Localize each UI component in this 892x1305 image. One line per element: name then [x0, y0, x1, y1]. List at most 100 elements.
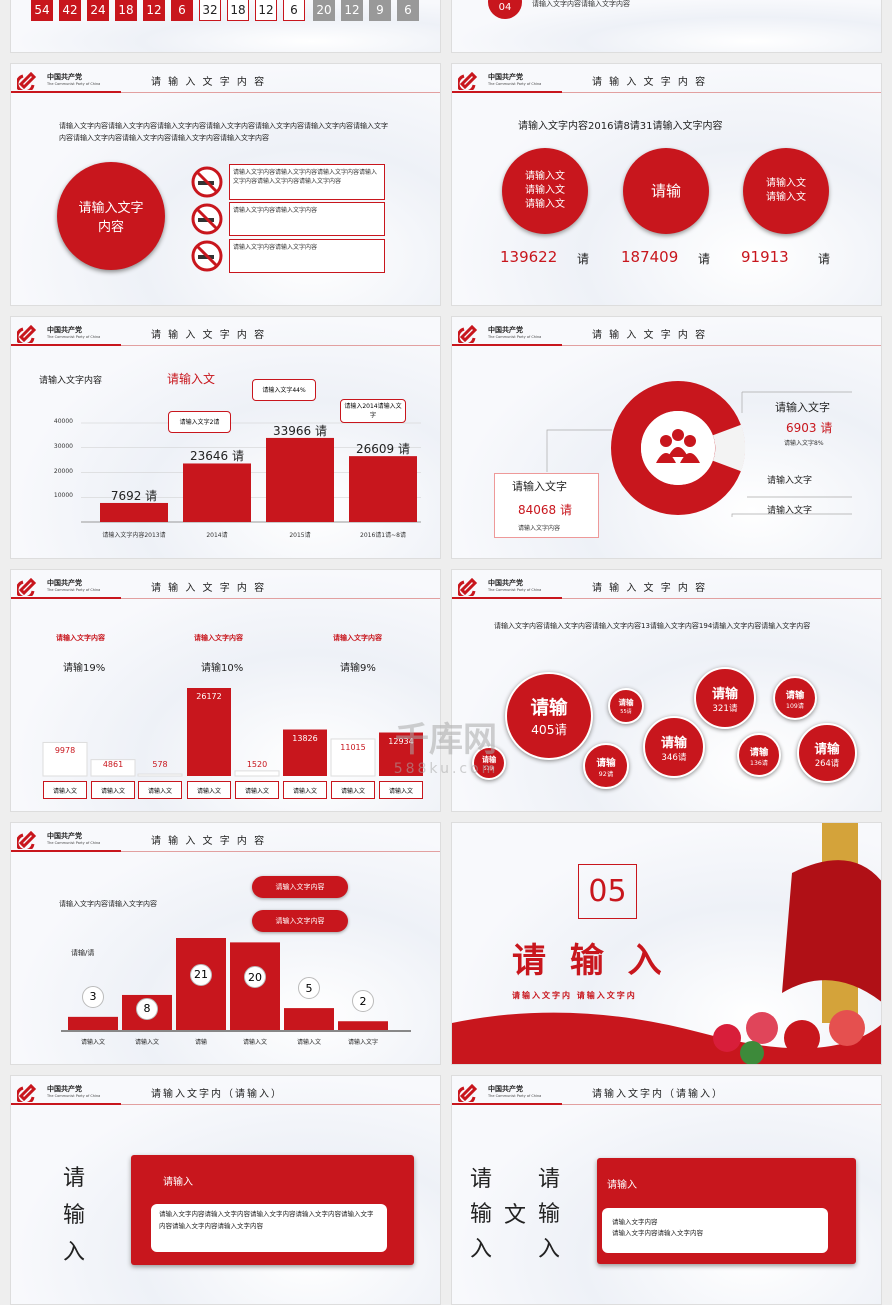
- callout: 请输入文字2请: [168, 411, 231, 433]
- bar-value: 12934: [388, 736, 414, 746]
- flower: [740, 1041, 764, 1064]
- bar-label: 请输: [194, 1039, 207, 1046]
- no-smoking-icon: [191, 166, 223, 198]
- logo-shape: [458, 577, 478, 596]
- party-logo: [17, 830, 37, 849]
- text: 请输入文字内容请输入文字内容: [59, 900, 157, 908]
- stat-unit: 请: [577, 252, 590, 266]
- number-cell: 6: [283, 0, 305, 21]
- connector: [741, 391, 852, 413]
- header-line-accent: [452, 344, 562, 346]
- bar-value: 4861: [102, 760, 124, 769]
- box-line: 请输入文字内容请输入文字内容: [612, 1229, 703, 1237]
- org-name-en: The Communist Party of China: [47, 588, 101, 592]
- icon-slash: [195, 244, 219, 268]
- slide-title: 请 输 入 文 字 内 容: [151, 583, 267, 594]
- right-note: 请输入文字8%: [784, 440, 824, 447]
- header-line: [11, 598, 440, 599]
- slide: 中国共产党 The Communist Party of China 请输入文字内（…: [451, 1075, 882, 1305]
- icon-slash: [195, 207, 219, 231]
- vertical-text: 请输入: [538, 1167, 561, 1262]
- header-line-accent: [11, 850, 121, 852]
- bar-label: 请输入文: [80, 1039, 105, 1046]
- icon-slash: [195, 170, 219, 194]
- bar-value: 9978: [54, 746, 76, 756]
- org-name: 中国共产党: [47, 326, 82, 334]
- bubble: 请输 264请: [797, 723, 857, 783]
- bubble: 请输 109请: [773, 676, 817, 720]
- top-right-pane: 04 请输入文字内容请输入文字内容: [451, 0, 882, 53]
- value-circle: 3: [82, 985, 104, 1008]
- slide-title: 请输入文字内（请输入）: [151, 1089, 283, 1100]
- header-line-accent: [452, 597, 562, 599]
- header-line-accent: [11, 1103, 121, 1105]
- white-box: 请输入文字内容请输入文字内容请输入文字内容请输入文字内容请输入文字内容请输入文字…: [151, 1204, 387, 1252]
- right-value: 6903 请: [786, 421, 833, 435]
- vertical-text: 请输入: [470, 1167, 493, 1262]
- bar-value: 1520: [246, 760, 268, 769]
- chart-svg: [81, 422, 421, 523]
- number-cell: 6: [397, 0, 419, 21]
- header-line: [452, 345, 881, 346]
- bar: [330, 738, 376, 777]
- pill: 请输入文字内容: [252, 910, 348, 932]
- org-name: 中国共产党: [488, 73, 523, 81]
- bar-label: 请输入文: [91, 781, 135, 799]
- pill: 请输入文字内容: [252, 876, 348, 898]
- category-label: 2015请: [289, 532, 311, 539]
- people-head: [684, 435, 696, 447]
- slide-title: 请 输 入 文 字 内 容: [151, 330, 267, 341]
- number-cell: 54: [31, 0, 53, 21]
- number-cell: 18: [115, 0, 137, 21]
- logo-shape: [458, 71, 478, 90]
- box-title: 请输入文字: [512, 480, 567, 493]
- item-box: 请输入文字内容请输入文字内容: [229, 202, 385, 236]
- bar-label: 请输入文: [283, 781, 327, 799]
- bubble: 请输 321请: [694, 667, 756, 729]
- bar: [266, 437, 334, 522]
- flower: [784, 1020, 820, 1056]
- logo-shape: [17, 830, 37, 849]
- org-name-en: The Communist Party of China: [47, 841, 101, 845]
- connector: [546, 429, 612, 472]
- watermark: 千库网 588ku.com: [346, 712, 546, 777]
- group-percent: 请输9%: [340, 663, 376, 674]
- bar: [42, 741, 88, 777]
- flower: [829, 1010, 865, 1046]
- bar: [284, 1008, 334, 1030]
- party-logo: [458, 324, 478, 343]
- bar-label: 请输入文: [296, 1039, 321, 1046]
- paragraph: 请输入文字内容请输入文字内容请输入文字内容13请输入文字内容194请输入文字内容…: [494, 622, 811, 630]
- bubble-label: 请输: [711, 686, 739, 702]
- y-tick-label: 40000: [53, 418, 73, 425]
- decoration-svg: [452, 823, 881, 1064]
- bar-value: 13826: [292, 733, 318, 743]
- bars-svg: [61, 938, 411, 1032]
- party-logo: [17, 1083, 37, 1102]
- header-line: [11, 92, 440, 93]
- bubble-value: 405请: [531, 723, 567, 737]
- watermark-cn: 千库网: [395, 720, 497, 760]
- y-tick-label: 10000: [53, 492, 73, 500]
- org-name-en: The Communist Party of China: [47, 82, 101, 86]
- slide: 中国共产党 The Communist Party of China 请输入文字内（…: [10, 1075, 441, 1305]
- party-logo: [458, 1083, 478, 1102]
- bar-label: 请输入文: [242, 1039, 267, 1046]
- org-name-en: The Communist Party of China: [488, 82, 542, 86]
- category-label: 请输入文字内容2013请: [102, 532, 166, 539]
- bubble: 请输 346请: [643, 716, 705, 778]
- bubble-label: 请输: [749, 746, 769, 758]
- number-cell: 42: [59, 0, 81, 21]
- number-cell: 24: [87, 0, 109, 21]
- category-label: 2016请1请~8请: [360, 532, 406, 539]
- callout: 请输入文字44%: [252, 379, 316, 401]
- bubble: 请输 136请: [737, 733, 781, 777]
- org-name-en: The Communist Party of China: [488, 588, 542, 592]
- slide: 中国共产党 The Communist Party of China 请 输 入 文…: [451, 569, 882, 812]
- box-note: 请输入文字内容: [518, 525, 561, 532]
- item-box: 请输入文字内容请输入文字内容请输入文字内容请输入文字内容请输入文字内容请输入文字…: [229, 164, 385, 200]
- bubble-value: 92请: [598, 769, 614, 778]
- slide: 05 请 输 入请输入文字内 请输入文字内: [451, 822, 882, 1065]
- stat-value: 187409: [621, 248, 679, 266]
- value-label: 33966 请: [273, 423, 327, 438]
